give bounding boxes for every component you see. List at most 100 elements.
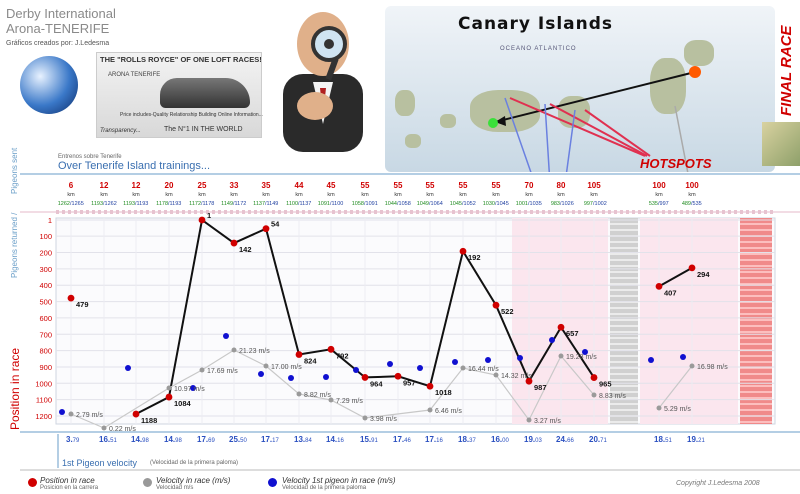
velocity-value-label: 6.46 m/s	[435, 408, 462, 415]
velocity-value-label: 8.82 m/s	[304, 392, 331, 399]
km-value-label: 12	[132, 181, 141, 190]
header-strip-tick	[332, 210, 335, 214]
velocity-value-label: 17.69 m/s	[207, 368, 238, 375]
km-value-label: 100	[652, 181, 666, 190]
header-strip-tick	[728, 210, 731, 214]
header-strip-tick	[164, 210, 167, 214]
header-strip-tick	[656, 210, 659, 214]
first-velocity-value-label: 24.66	[556, 435, 574, 444]
header-strip-tick	[500, 210, 503, 214]
velocity-point	[296, 391, 302, 397]
header-strip-tick	[86, 210, 89, 214]
header-strip-tick	[404, 210, 407, 214]
pigeons-returned-label: 1178	[156, 201, 168, 207]
first-velocity-value-label: 17.17	[261, 435, 279, 444]
header-strip-tick	[422, 210, 425, 214]
header-strip-tick	[572, 210, 575, 214]
header-strip-tick	[314, 210, 317, 214]
pigeons-returned-label: 1262	[58, 201, 70, 207]
header-strip-tick	[446, 210, 449, 214]
km-value-label: 55	[361, 181, 370, 190]
velocity-value-label: 10.97 m/s	[174, 386, 205, 393]
header-strip-tick	[188, 210, 191, 214]
velocity-point	[166, 385, 172, 391]
pigeons-sent-label: /1137	[298, 201, 311, 207]
header-strip-tick	[578, 210, 581, 214]
header-strip-tick	[368, 210, 371, 214]
first-pigeon-velocity-point	[288, 375, 294, 381]
pigeons-returned-label: 983	[551, 201, 560, 207]
km-unit-label: km	[100, 192, 108, 198]
first-pigeon-velocity-point	[387, 361, 393, 367]
header-strip-tick	[488, 210, 491, 214]
header-strip-tick	[140, 210, 143, 214]
position-value-label: 142	[239, 245, 252, 254]
ad-transparency: Transparency...	[100, 128, 141, 134]
y-tick-label: 1200	[35, 412, 52, 421]
first-pigeon-velocity-point	[353, 367, 359, 373]
map-ocean-label: OCEANO ATLANTICO	[500, 46, 577, 52]
pigeons-sent-label: /997	[658, 201, 669, 207]
header-strip-tick	[194, 210, 197, 214]
header-strip-tick	[596, 210, 599, 214]
header-strip-tick	[512, 210, 515, 214]
pigeons-sent-label: /1178	[201, 201, 214, 207]
hotspots-label: HOTSPOTS	[640, 156, 712, 171]
header-strip-tick	[92, 210, 95, 214]
position-point	[230, 239, 238, 247]
km-value-label: 35	[262, 181, 271, 190]
km-unit-label: km	[295, 192, 303, 198]
header-strip-tick	[758, 210, 761, 214]
position-value-label: 522	[501, 307, 514, 316]
header-strip-tick	[212, 210, 215, 214]
header-strip-tick	[110, 210, 113, 214]
header-strip-tick	[674, 210, 677, 214]
velocity-value-label: 3.98 m/s	[370, 416, 397, 423]
pigeons-returned-label: 1030	[483, 201, 495, 207]
first-velocity-value-label: 18.51	[654, 435, 672, 444]
km-value-label: 20	[165, 181, 174, 190]
pigeons-sent-label: /1058	[397, 201, 411, 207]
km-unit-label: km	[688, 192, 696, 198]
pigeons-returned-label: 1149	[221, 201, 233, 207]
header-strip-tick	[494, 210, 497, 214]
header-strip-tick	[266, 210, 269, 214]
header-strip-tick	[344, 210, 347, 214]
header-strip-tick	[434, 210, 437, 214]
velocity-point	[427, 407, 433, 413]
pigeons-sent-label: /1052	[462, 201, 476, 207]
final-race-label: FINAL RACE	[778, 25, 795, 116]
first-velocity-value-label: 3.79	[66, 435, 80, 444]
km-unit-label: km	[525, 192, 533, 198]
header-strip-tick	[380, 210, 383, 214]
velocity-point	[689, 363, 695, 369]
km-value-label: 105	[587, 181, 601, 190]
position-value-label: 1	[207, 211, 211, 220]
km-unit-label: km	[492, 192, 500, 198]
velocity-point	[591, 392, 597, 398]
legend-position-title: Position in race	[40, 476, 95, 485]
header-strip-tick	[698, 210, 701, 214]
pigeons-returned-label: 1044	[385, 201, 397, 207]
header-strip-tick	[272, 210, 275, 214]
header-strip-tick	[716, 210, 719, 214]
first-pigeon-velocity-point	[323, 374, 329, 380]
header-strip-tick	[686, 210, 689, 214]
velocity-value-label: 5.29 m/s	[664, 406, 691, 413]
header-strip-tick	[626, 210, 629, 214]
header-strip-tick	[152, 210, 155, 214]
km-value-label: 55	[394, 181, 403, 190]
pigeons-sent-label: /1193	[135, 201, 148, 207]
y-label-pigeons-sent: Pigeons sent	[10, 147, 19, 194]
header-strip-tick	[440, 210, 443, 214]
header-strip-tick	[170, 210, 173, 214]
header-strip-tick	[374, 210, 377, 214]
header-strip-tick	[356, 210, 359, 214]
position-point	[295, 351, 303, 358]
velocity-point	[656, 405, 662, 411]
pigeons-sent-label: /535	[691, 201, 702, 207]
header-strip-tick	[452, 210, 455, 214]
velocity-line	[658, 365, 693, 409]
header-strip-tick	[74, 210, 77, 214]
header-strip-tick	[602, 210, 605, 214]
